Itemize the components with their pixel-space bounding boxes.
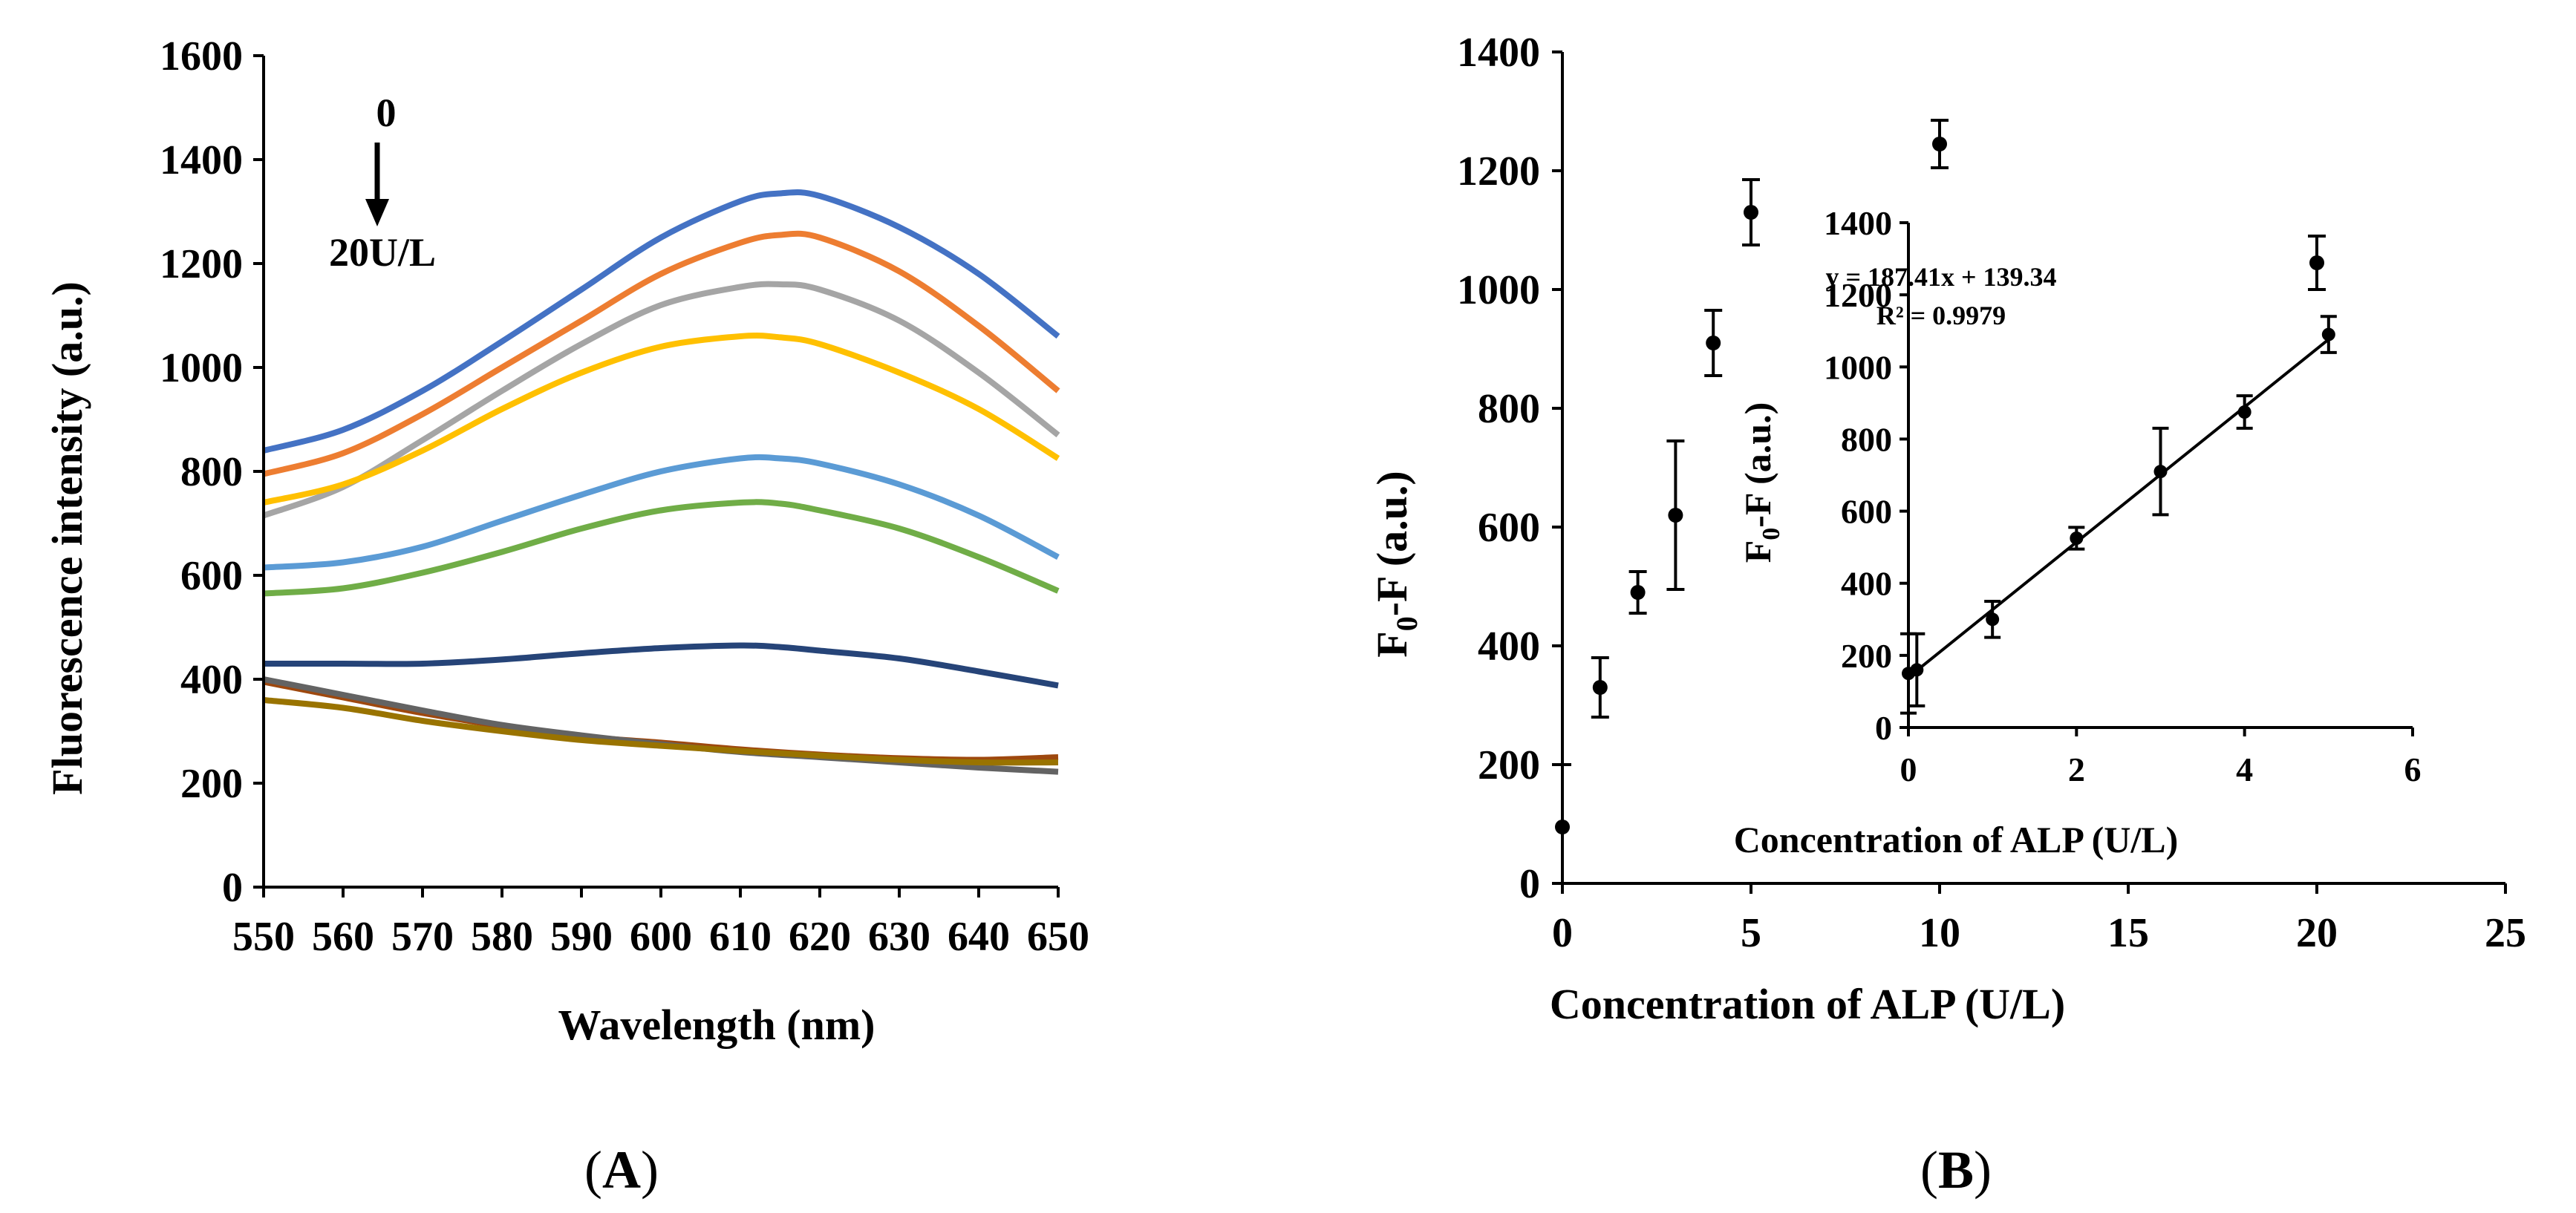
annotation-arrow (365, 143, 389, 226)
series-line-3 (262, 281, 1060, 519)
x-tick-label: 25 (2485, 910, 2526, 956)
inset-x-tick-label: 2 (2068, 751, 2085, 788)
inset-data-point-6 (2237, 405, 2251, 419)
data-point-6 (1744, 205, 1758, 220)
x-tick-label: 640 (948, 914, 1010, 960)
data-point-4 (1668, 508, 1683, 523)
y-tick-label: 600 (180, 553, 243, 599)
x-tick-label: 0 (1552, 910, 1573, 956)
inset-y-tick-label: 1000 (1824, 348, 1892, 386)
y-tick-label: 1000 (160, 345, 243, 391)
annotation-top: 0 (376, 91, 397, 135)
series-line-1 (262, 189, 1060, 454)
inset-y-tick-label: 400 (1841, 565, 1892, 603)
data-point-1 (1555, 820, 1570, 834)
y-axis-title-rest: -F (a.u.) (1368, 471, 1416, 616)
x-axis-title: Concentration of ALP (U/L) (1550, 980, 2065, 1028)
inset-y-axis-title-sub: 0 (1758, 528, 1785, 540)
inset-data-point-4 (2070, 532, 2084, 545)
series-line-10 (263, 697, 1059, 766)
x-tick-label: 590 (550, 914, 613, 960)
y-tick-label: 1600 (160, 33, 243, 79)
inset-x-axis-title: Concentration of ALP (U/L) (1734, 819, 2179, 860)
data-point-2 (1592, 680, 1608, 695)
series-line-2 (262, 230, 1060, 477)
x-tick-label: 650 (1027, 914, 1089, 960)
inset-fit-line (1907, 338, 2330, 679)
inset-y-tick-label: 0 (1875, 709, 1892, 747)
inset-y-axis-title-main: F (1737, 540, 1778, 563)
x-tick-label: 580 (471, 914, 533, 960)
chart-b: Concentration of ALP (U/L) F0-F (a.u.) C… (1368, 30, 2526, 1200)
x-tick-label: 550 (232, 914, 295, 960)
y-tick-label: 400 (180, 657, 243, 703)
x-tick-label: 600 (630, 914, 692, 960)
inset-x-tick-label: 4 (2236, 751, 2253, 788)
y-tick-label: 800 (180, 449, 243, 495)
x-tick-label: 560 (312, 914, 374, 960)
x-tick-label: 570 (391, 914, 454, 960)
inset-y-tick-label: 1200 (1824, 276, 1892, 314)
x-tick-label: 20 (2296, 910, 2338, 956)
inset-y-tick-label: 200 (1841, 637, 1892, 675)
data-point-8 (2309, 255, 2324, 270)
y-tick-label: 400 (1478, 624, 1540, 670)
y-tick-label: 200 (180, 761, 243, 807)
annotation-bottom: 20U/L (329, 230, 436, 275)
series-line-6 (263, 499, 1060, 597)
panel-label-a-text: A (602, 1140, 641, 1200)
y-tick-label: 600 (1478, 505, 1540, 551)
y-tick-label: 1400 (160, 137, 243, 183)
y-tick-label: 1200 (160, 241, 243, 287)
y-axis-title: Fluorescence intensity (a.u.) (43, 281, 91, 795)
y-tick-label: 1400 (1457, 30, 1540, 76)
x-tick-label: 15 (2107, 910, 2149, 956)
panel-label-b: (B) (1920, 1140, 1992, 1200)
inset-data-point-5 (2153, 465, 2168, 479)
x-axis-title: Wavelength (nm) (558, 1001, 875, 1049)
inset-data-point-7 (2321, 327, 2335, 341)
y-tick-label: 0 (222, 865, 243, 911)
series-line-4 (263, 333, 1060, 506)
y-tick-label: 0 (1519, 861, 1540, 907)
chart-a: 0 20U/L Wavelength (nm) Fluorescence int… (43, 33, 1089, 1200)
data-point-3 (1630, 585, 1646, 600)
y-axis-title-main: F (1368, 631, 1416, 657)
fit-equation: y = 187.41x + 139.34 (1825, 262, 2056, 292)
inset-x-tick-label: 6 (2404, 751, 2422, 788)
y-axis-title-sub: 0 (1390, 616, 1424, 631)
inset-y-axis-title: F0-F (a.u.) (1737, 402, 1785, 563)
x-tick-label: 10 (1919, 910, 1960, 956)
inset-data-point-2 (1910, 663, 1924, 677)
inset-data-point-3 (1986, 612, 2000, 627)
data-point-7 (1932, 137, 1947, 151)
series-line-7 (264, 642, 1059, 689)
inset-y-axis-title-rest: -F (a.u.) (1737, 402, 1778, 528)
inset-y-tick-label: 1400 (1824, 204, 1892, 242)
x-tick-label: 620 (789, 914, 851, 960)
y-axis-title: F0-F (a.u.) (1368, 471, 1424, 657)
panel-label-a: (A) (584, 1140, 659, 1200)
y-tick-label: 200 (1478, 742, 1540, 788)
inset-x-tick-label: 0 (1900, 751, 1917, 788)
x-tick-label: 610 (709, 914, 772, 960)
plot-area-a (262, 189, 1060, 775)
data-point-5 (1706, 336, 1721, 350)
panel-label-b-text: B (1938, 1140, 1974, 1200)
y-tick-label: 1200 (1457, 148, 1540, 194)
inset-y-tick-label: 600 (1841, 493, 1892, 531)
y-tick-label: 800 (1478, 386, 1540, 432)
fit-r-squared: R² = 0.9979 (1876, 301, 2006, 330)
y-tick-label: 1000 (1457, 267, 1540, 313)
inset-y-tick-label: 800 (1841, 420, 1892, 458)
x-tick-label: 5 (1741, 910, 1761, 956)
x-tick-label: 630 (868, 914, 930, 960)
series-line-5 (263, 454, 1060, 571)
